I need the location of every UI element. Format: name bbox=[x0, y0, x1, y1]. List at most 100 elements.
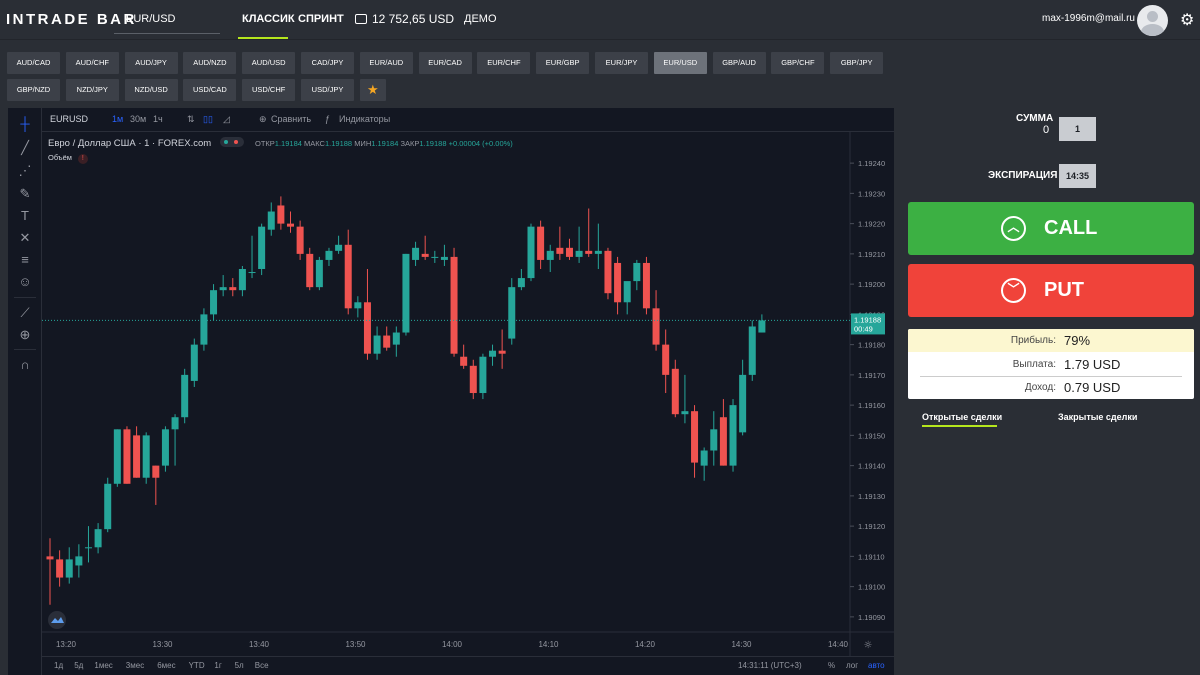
compare-plus-icon[interactable]: ⊕ bbox=[259, 114, 267, 124]
candle-body bbox=[161, 429, 169, 466]
sum-value: 0 bbox=[1043, 124, 1050, 136]
pair-button-eur-cad[interactable]: EUR/CAD bbox=[418, 52, 472, 74]
brush-icon[interactable]: ✎ bbox=[19, 186, 31, 201]
candle-body bbox=[594, 250, 602, 254]
pair-button-cad-jpy[interactable]: CAD/JPY bbox=[301, 52, 354, 74]
candle-body bbox=[489, 350, 497, 357]
candle-body bbox=[691, 411, 699, 463]
candle-body bbox=[614, 262, 622, 303]
pair-button-nzd-jpy[interactable]: NZD/JPY bbox=[65, 79, 119, 101]
avatar[interactable] bbox=[1137, 5, 1168, 36]
candle-body bbox=[710, 429, 718, 451]
candle-body bbox=[681, 411, 689, 415]
top-bar: INTRADE BAR EUR/USD КЛАССИК СПРИНТ 12 75… bbox=[0, 0, 1200, 40]
candle-body bbox=[392, 332, 400, 345]
emoji-icon[interactable]: ☺ bbox=[18, 274, 32, 289]
pair-button-aud-usd[interactable]: AUD/USD bbox=[242, 52, 296, 74]
measure-lines-icon[interactable]: ≡ bbox=[21, 252, 29, 267]
candle-body bbox=[65, 559, 73, 578]
range-button[interactable]: 5л bbox=[234, 661, 244, 670]
compare-button[interactable]: Сравнить bbox=[271, 114, 312, 124]
fib-icon[interactable]: ⋰ bbox=[18, 163, 32, 178]
demo-toggle[interactable]: ДЕМО bbox=[464, 13, 497, 25]
candle-body bbox=[181, 374, 189, 418]
range-button[interactable]: 6мес bbox=[157, 661, 176, 670]
chart-symbol[interactable]: EURUSD bbox=[50, 114, 89, 124]
range-button[interactable]: 3мес bbox=[125, 661, 145, 670]
pair-selector[interactable]: EUR/USD bbox=[114, 6, 220, 34]
profit-row: Прибыль: 79% bbox=[908, 329, 1194, 352]
candle-body bbox=[469, 365, 477, 394]
price-tick-label: 1.19170 bbox=[858, 371, 885, 380]
pair-button-eur-chf[interactable]: EUR/CHF bbox=[477, 52, 531, 74]
pair-button-gbp-chf[interactable]: GBP/CHF bbox=[771, 52, 825, 74]
tab-sprint[interactable]: СПРИНТ bbox=[298, 13, 344, 25]
tab-open-deals[interactable]: Открытые сделки bbox=[922, 412, 1003, 422]
income-value: 0.79 USD bbox=[1064, 380, 1121, 395]
percent-toggle[interactable]: % bbox=[828, 661, 836, 670]
pair-button-aud-jpy[interactable]: AUD/JPY bbox=[124, 52, 178, 74]
expiration-input[interactable]: 14:35 bbox=[1059, 164, 1096, 188]
pair-button-usd-jpy[interactable]: USD/JPY bbox=[301, 79, 354, 101]
pair-button-eur-usd[interactable]: EUR/USD bbox=[653, 52, 707, 74]
candle-body bbox=[229, 287, 237, 291]
price-tick-label: 1.19230 bbox=[858, 189, 885, 198]
magnet-icon[interactable]: ∩ bbox=[20, 357, 30, 372]
call-button[interactable]: ︿ CALL bbox=[908, 202, 1194, 255]
log-toggle[interactable]: лог bbox=[846, 661, 859, 670]
range-button[interactable]: YTD bbox=[188, 661, 205, 670]
text-icon[interactable]: T bbox=[21, 208, 29, 223]
indicators-icon[interactable]: ƒ bbox=[325, 114, 331, 124]
range-button[interactable]: Все bbox=[254, 661, 269, 670]
last-price-label: 1.19188 bbox=[854, 315, 881, 324]
price-tick-label: 1.19110 bbox=[858, 552, 885, 561]
interval-30m[interactable]: 30м bbox=[130, 114, 147, 124]
favorites-star-icon[interactable]: ★ bbox=[359, 79, 386, 101]
sum-input[interactable]: 1 bbox=[1059, 117, 1096, 141]
pair-button-eur-jpy[interactable]: EUR/JPY bbox=[595, 52, 648, 74]
pair-button-gbp-nzd[interactable]: GBP/NZD bbox=[7, 79, 60, 101]
pair-button-eur-gbp[interactable]: EUR/GBP bbox=[536, 52, 590, 74]
interval-1m[interactable]: 1м bbox=[112, 114, 124, 124]
zoom-icon[interactable]: ⊕ bbox=[19, 327, 31, 342]
pair-button-gbp-jpy[interactable]: GBP/JPY bbox=[830, 52, 884, 74]
pair-button-nzd-usd[interactable]: NZD/USD bbox=[124, 79, 178, 101]
candle-body bbox=[306, 253, 314, 288]
range-button[interactable]: 1г bbox=[214, 661, 222, 670]
candle-style-icon[interactable]: ▯▯ bbox=[203, 114, 213, 124]
time-tick-label: 14:10 bbox=[538, 640, 559, 649]
time-tick-label: 13:40 bbox=[249, 640, 270, 649]
price-chart[interactable]: 1.19240 1.19230 1.19220 1.19210 1.19200 1.191… bbox=[42, 132, 894, 656]
close-label: ЗАКР bbox=[400, 139, 420, 148]
bar-style-icon[interactable]: ⇅ bbox=[187, 114, 195, 124]
pair-button-aud-chf[interactable]: AUD/CHF bbox=[65, 52, 119, 74]
indicators-button[interactable]: Индикаторы bbox=[339, 114, 391, 124]
candle-body bbox=[277, 205, 285, 224]
pair-button-aud-nzd[interactable]: AUD/NZD bbox=[183, 52, 237, 74]
pair-button-usd-cad[interactable]: USD/CAD bbox=[183, 79, 237, 101]
interval-1h[interactable]: 1ч bbox=[153, 114, 163, 124]
balance[interactable]: 12 752,65 USD bbox=[355, 12, 454, 26]
put-button[interactable]: ﹀ PUT bbox=[908, 264, 1194, 317]
pattern-icon[interactable]: ✕ bbox=[19, 230, 31, 245]
auto-toggle[interactable]: авто bbox=[868, 661, 885, 670]
pair-button-gbp-aud[interactable]: GBP/AUD bbox=[712, 52, 766, 74]
ruler-icon[interactable]: ⟋ bbox=[20, 305, 30, 320]
gear-icon[interactable]: ⚙ bbox=[1180, 12, 1195, 29]
range-button[interactable]: 5д bbox=[74, 661, 84, 670]
crosshair-icon[interactable]: ┼ bbox=[20, 116, 30, 131]
price-tick-label: 1.19140 bbox=[858, 462, 885, 471]
range-button[interactable]: 1д bbox=[54, 661, 64, 670]
tab-classic[interactable]: КЛАССИК bbox=[242, 13, 295, 25]
area-style-icon[interactable]: ◿ bbox=[223, 114, 230, 124]
pair-button-aud-cad[interactable]: AUD/CAD bbox=[7, 52, 60, 74]
candle-body bbox=[267, 211, 275, 230]
candle-body bbox=[296, 226, 304, 254]
candle-body bbox=[729, 405, 737, 466]
candle-body bbox=[142, 435, 150, 478]
trend-line-icon[interactable]: ╱ bbox=[21, 140, 29, 155]
tab-closed-deals[interactable]: Закрытые сделки bbox=[1058, 412, 1138, 422]
pair-button-eur-aud[interactable]: EUR/AUD bbox=[359, 52, 413, 74]
pair-button-usd-chf[interactable]: USD/CHF bbox=[242, 79, 296, 101]
range-button[interactable]: 1мес bbox=[94, 661, 113, 670]
